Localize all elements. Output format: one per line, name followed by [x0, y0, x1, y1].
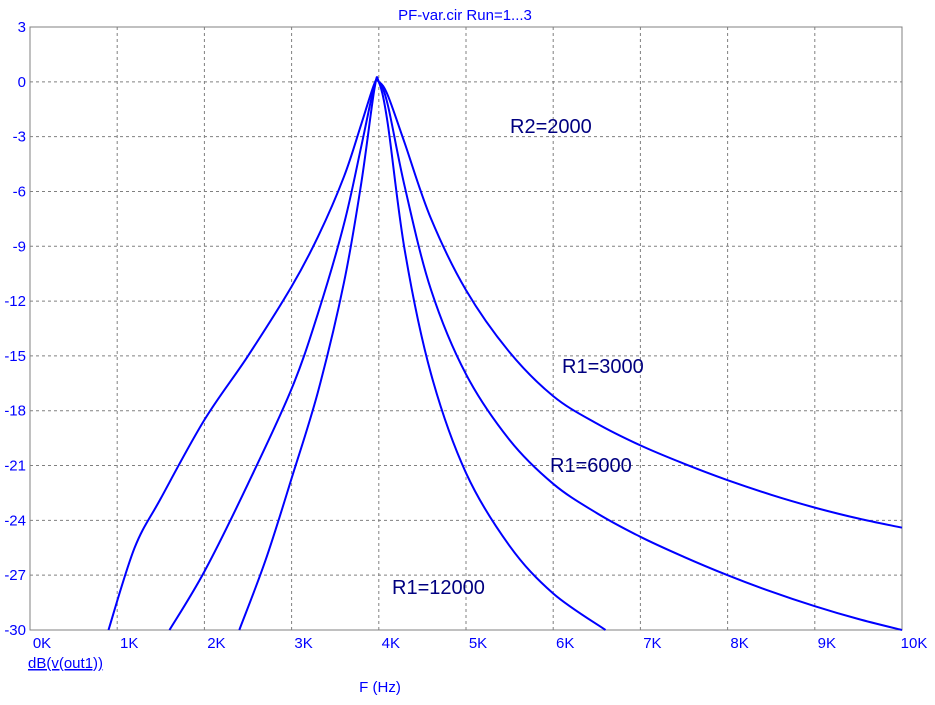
annotation-r1-12000: R1=12000: [392, 577, 485, 599]
x-tick-label: 0K: [33, 635, 51, 652]
y-tick-label: -18: [4, 403, 26, 420]
x-tick-label: 6K: [556, 635, 574, 652]
x-tick-label: 9K: [818, 635, 836, 652]
annotation-r2: R2=2000: [510, 116, 592, 138]
trace-label[interactable]: dB(v(out1)): [28, 655, 103, 672]
y-tick-label: 0: [18, 74, 26, 91]
y-tick-label: -21: [4, 458, 26, 475]
annotation-r1-3000: R1=3000: [562, 356, 644, 378]
x-tick-label: 2K: [207, 635, 225, 652]
x-tick-label: 8K: [730, 635, 748, 652]
series-line-1: [107, 78, 903, 631]
y-tick-label: -15: [4, 348, 26, 365]
grid: [30, 27, 902, 630]
y-tick-label: 3: [18, 19, 26, 36]
plot-frame: [29, 26, 903, 631]
ticks: 3 0 -3 -6 -9 -12 -15 -18 -21 -24 -27 -30 0K 1K 2K 3K 4K 5…: [4, 19, 927, 652]
x-tick-label: 5K: [469, 635, 487, 652]
axes: [29, 26, 903, 631]
x-tick-label: 4K: [382, 635, 400, 652]
traces: [107, 76, 903, 631]
y-tick-label: -24: [4, 512, 26, 529]
y-tick-label: -12: [4, 293, 26, 310]
annotation-r1-6000: R1=6000: [550, 455, 632, 477]
y-tick-label: -9: [13, 238, 26, 255]
y-tick-label: -30: [4, 622, 26, 639]
x-tick-label: 7K: [643, 635, 661, 652]
x-tick-label: 1K: [120, 635, 138, 652]
y-tick-label: -6: [13, 183, 26, 200]
series-line-3: [238, 76, 607, 631]
chart-title: PF-var.cir Run=1...3: [398, 7, 532, 24]
series-line-2: [168, 77, 903, 631]
y-tick-label: -27: [4, 567, 26, 584]
x-tick-label: 10K: [901, 635, 928, 652]
x-axis-label: F (Hz): [359, 679, 401, 696]
y-tick-label: -3: [13, 129, 26, 146]
x-tick-label: 3K: [294, 635, 312, 652]
